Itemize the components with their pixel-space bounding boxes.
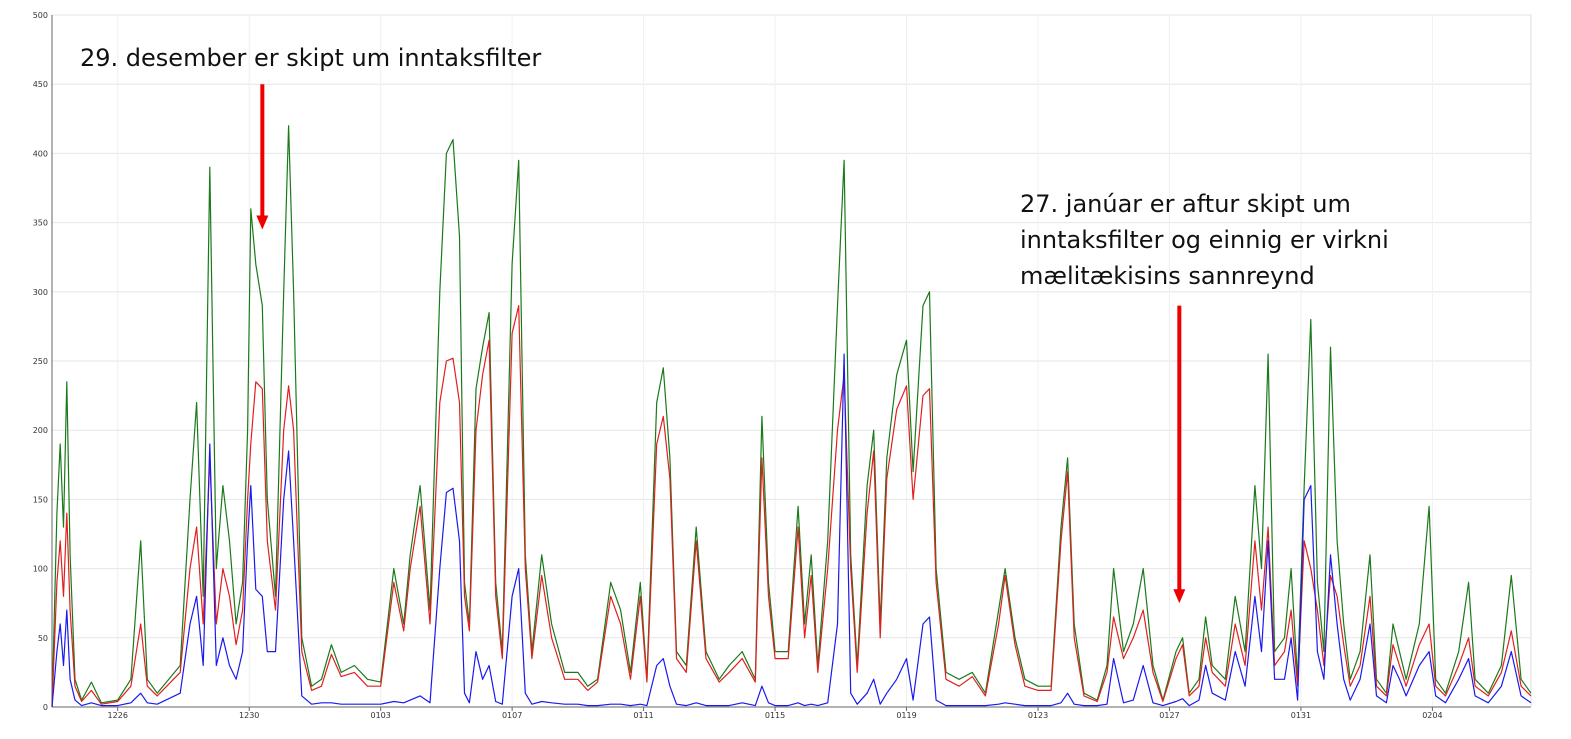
x-tick-label: 0204 xyxy=(1422,711,1442,720)
annotation-arrows xyxy=(256,84,1186,604)
annotation-filter-change-dec: 29. desember er skipt um inntaksfilter xyxy=(80,40,541,76)
y-tick-label: 400 xyxy=(33,149,48,158)
x-tick-label: 0119 xyxy=(896,711,916,720)
x-tick-label: 0103 xyxy=(370,711,390,720)
x-tick-label: 0107 xyxy=(502,711,522,720)
x-tick-label: 0111 xyxy=(633,711,653,720)
x-tick-label: 0131 xyxy=(1291,711,1311,720)
x-tick-label: 0115 xyxy=(765,711,785,720)
y-tick-label: 500 xyxy=(33,11,48,20)
series-lines xyxy=(51,125,1532,708)
y-tick-label: 250 xyxy=(33,357,48,366)
series-line-0 xyxy=(51,125,1532,708)
annotation-text: 27. janúar er aftur skipt um xyxy=(1020,190,1351,218)
x-tick-label: 1230 xyxy=(239,711,259,720)
x-tick-label: 1226 xyxy=(108,711,128,720)
annotation-filter-change-jan: 27. janúar er aftur skipt um inntaksfilt… xyxy=(1020,186,1389,294)
annotation-arrow-head-0 xyxy=(256,215,269,230)
y-tick-label: 450 xyxy=(33,80,48,89)
series-line-2 xyxy=(51,353,1532,708)
annotation-text: 29. desember er skipt um inntaksfilter xyxy=(80,44,542,72)
x-tick-label: 0123 xyxy=(1028,711,1048,720)
y-tick-label: 300 xyxy=(33,288,48,297)
series-line-1 xyxy=(51,305,1532,708)
y-tick-label: 50 xyxy=(38,634,48,643)
y-tick-label: 200 xyxy=(33,426,48,435)
x-tick-label: 0127 xyxy=(1159,711,1179,720)
axes: 0 50 100 150 200 250 300 350 400 450 500 1226 1230 01… xyxy=(33,11,1532,720)
y-tick-label: 350 xyxy=(33,219,48,228)
y-tick-label: 0 xyxy=(43,703,48,712)
y-tick-label: 150 xyxy=(33,495,48,504)
annotation-arrow-head-1 xyxy=(1173,589,1186,604)
annotation-text: mælitækisins sannreynd xyxy=(1020,262,1315,290)
annotation-text: inntaksfilter og einnig er virkni xyxy=(1020,226,1389,254)
y-tick-label: 100 xyxy=(33,565,48,574)
